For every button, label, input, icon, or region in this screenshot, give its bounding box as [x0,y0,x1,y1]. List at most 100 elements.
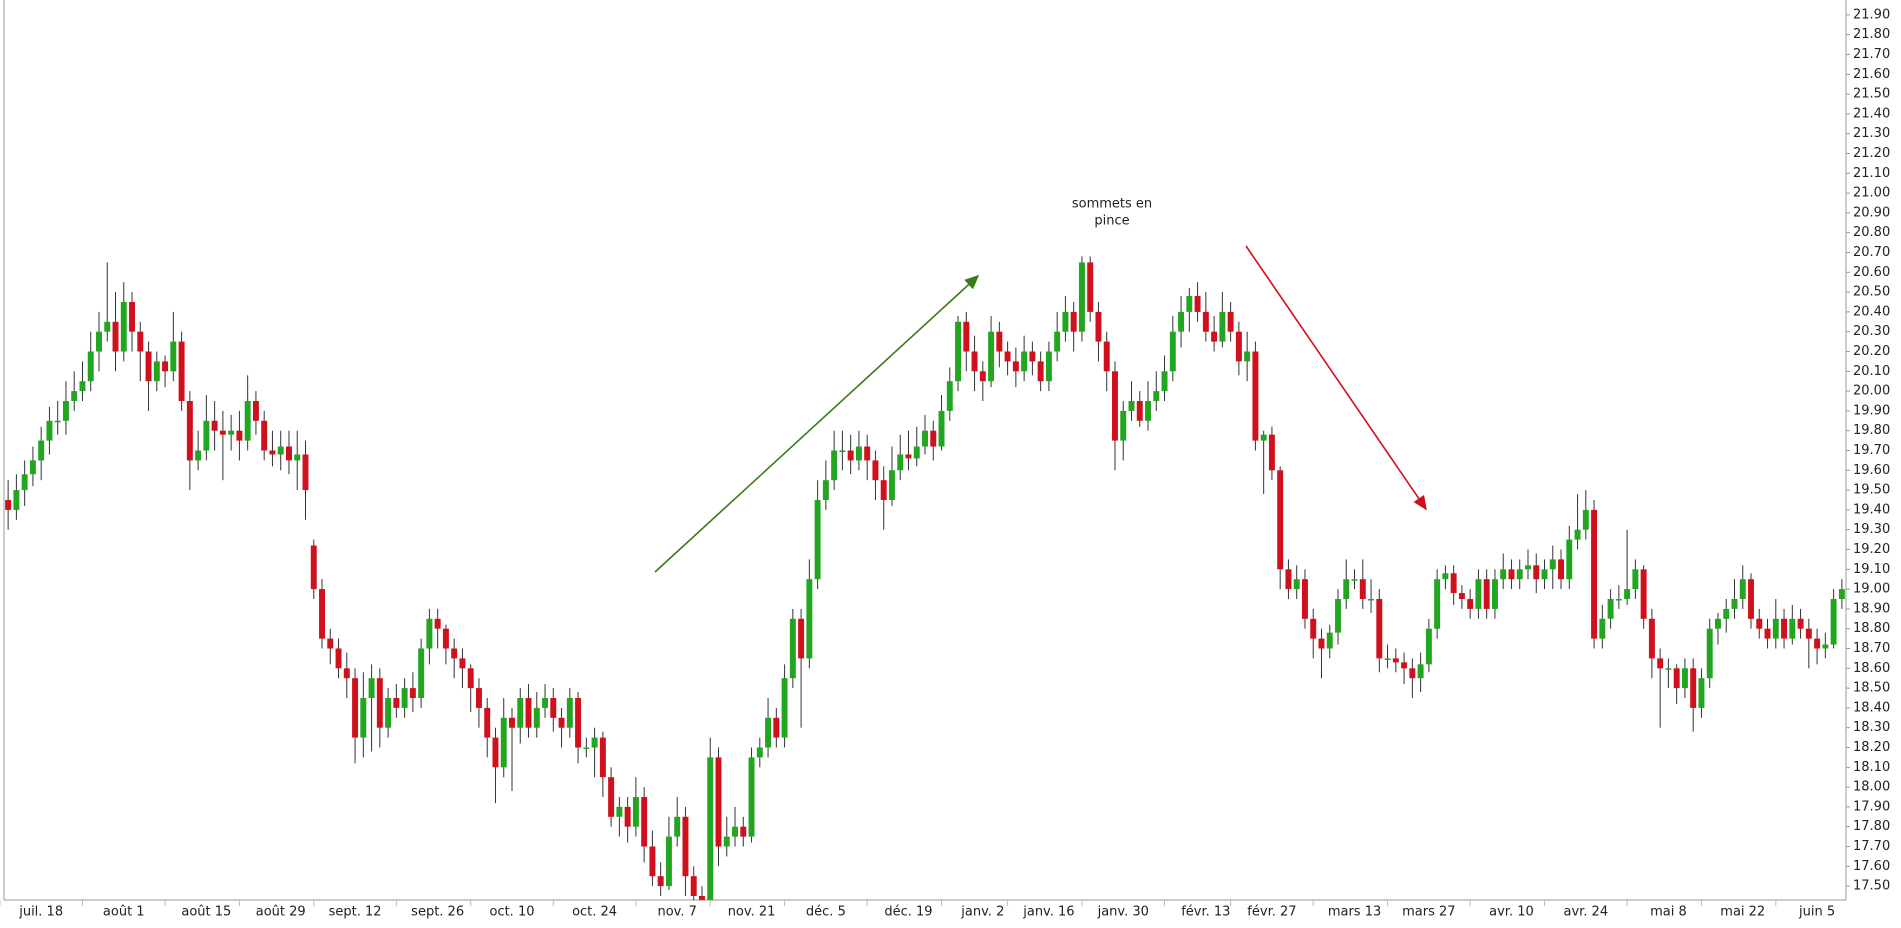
candle-body [71,391,78,401]
candle-body [319,589,325,639]
y-tick-label: 19.30 [1853,522,1890,537]
candle-body [905,454,912,459]
candle-body [1781,618,1788,639]
candle-body [418,648,425,698]
y-tick-label: 20.30 [1853,324,1890,339]
candle-body [525,698,532,728]
candle-body [599,737,606,778]
candle-body [401,688,408,708]
candle-body [1574,529,1581,540]
candle-body [29,460,36,475]
candle-body [1814,638,1821,649]
candle-body [1078,262,1085,332]
candle-body [1681,668,1688,689]
candle-body [955,321,962,382]
x-tick-label: sept. 12 [329,905,382,920]
candle-body [96,331,102,352]
candle-body [963,321,970,352]
candle-body [872,460,879,481]
y-tick-label: 21.20 [1853,146,1890,161]
candle-body [484,707,491,738]
x-tick-label: août 15 [181,905,231,920]
candle-body [79,381,86,392]
candle-body [1805,628,1812,639]
candle-body [1045,351,1052,382]
candle-body [310,545,317,590]
candle-body [186,401,193,461]
candle-body [665,836,672,887]
candle-body [616,806,623,817]
candle-body [1582,509,1589,530]
candle-body [1161,371,1168,392]
y-tick-label: 21.80 [1853,27,1890,42]
y-tick-label: 20.50 [1853,285,1890,300]
candle-body [1178,311,1185,332]
x-tick-label: août 1 [103,905,145,920]
candle-body [1450,573,1457,594]
candle-body [1384,658,1391,660]
x-tick-label: janv. 2 [960,905,1004,920]
candle-body [203,420,210,451]
y-tick-label: 18.00 [1853,780,1890,795]
candle-body [1128,401,1135,411]
candle-body [1458,593,1465,599]
candle-body [277,446,284,455]
x-tick-label: juil. 18 [18,905,63,920]
candle-body [1632,569,1639,590]
candle-body [409,688,416,698]
candle-body [517,698,524,728]
candle-body [1591,509,1598,639]
candle-body [87,351,94,382]
y-tick-label: 20.20 [1853,344,1890,359]
x-tick-label: juin 5 [1798,905,1835,920]
candle-body [54,420,61,423]
candle-body [542,698,549,708]
candle-body [352,678,359,738]
x-tick-label: févr. 13 [1181,905,1230,920]
candle-body [1029,351,1036,362]
candle-body [1252,351,1259,441]
candle-body [1508,569,1515,580]
candle-body [922,430,928,447]
candle-body [1533,565,1540,580]
candle-body [269,450,276,455]
candle-body [385,698,392,728]
candle-body [459,658,466,669]
candle-body [1211,331,1218,342]
candle-body [1607,599,1614,619]
candle-body [855,446,862,461]
candle-body [62,401,69,421]
candle-body [558,717,565,728]
candle-body [1021,351,1028,372]
y-tick-label: 20.00 [1853,384,1890,399]
candle-body [641,797,648,847]
candle-body [690,876,697,896]
candle-body [839,450,846,452]
candle-body [1227,311,1234,332]
candle-body [938,410,945,447]
candle-body [178,341,185,401]
y-tick-label: 18.60 [1853,661,1890,676]
candle-body [162,361,169,372]
candle-body [1772,618,1779,639]
candle-body [120,302,127,352]
y-tick-label: 17.50 [1853,879,1890,894]
y-tick-label: 21.90 [1853,7,1890,22]
candle-body [1103,341,1110,372]
candle-body [1277,470,1284,570]
candle-body [1112,371,1118,441]
candle-body [1838,589,1845,599]
candle-body [1830,599,1837,645]
candle-body [393,698,400,708]
y-tick-label: 18.30 [1853,720,1890,735]
candle-body [376,678,383,728]
y-tick-label: 17.80 [1853,819,1890,834]
candle-body [1475,579,1482,609]
candle-body [1054,331,1061,352]
candle-body [632,797,639,827]
candle-body [112,321,119,352]
candle-body [591,737,598,748]
y-tick-label: 18.90 [1853,601,1890,616]
candle-body [1714,618,1721,629]
candle-body [1789,618,1796,639]
